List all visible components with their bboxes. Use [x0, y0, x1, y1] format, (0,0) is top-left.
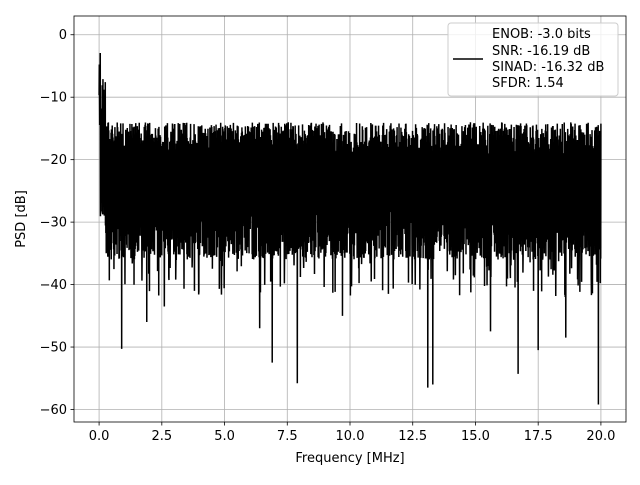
plot-area [98, 52, 602, 405]
y-tick-label: −10 [40, 91, 67, 106]
y-tick-label: −50 [40, 341, 67, 356]
legend: ENOB: -3.0 bits SNR: -16.19 dB SINAD: -1… [447, 22, 619, 97]
legend-sfdr-text: SFDR: 1.54 [492, 76, 564, 91]
x-tick-label: 2.5 [151, 429, 172, 444]
y-tick-label: −30 [40, 216, 67, 231]
y-axis-label: PSD [dB] [14, 190, 29, 248]
legend-box [447, 22, 619, 97]
psd-series-line [98, 52, 602, 405]
y-axis: 0 −10 −20 −30 −40 −50 −60 [40, 28, 74, 418]
x-tick-label: 7.5 [277, 429, 298, 444]
x-tick-label: 10.0 [336, 429, 365, 444]
y-tick-label: 0 [59, 28, 67, 43]
legend-enob-text: ENOB: -3.0 bits [492, 27, 591, 42]
x-tick-label: 15.0 [461, 429, 490, 444]
x-tick-label: 17.5 [524, 429, 553, 444]
x-tick-label: 5.0 [214, 429, 235, 444]
x-tick-label: 20.0 [586, 429, 615, 444]
x-axis-label: Frequency [MHz] [295, 451, 404, 466]
legend-sinad-text: SINAD: -16.32 dB [492, 60, 604, 75]
y-tick-label: −40 [40, 278, 67, 293]
x-axis: 0.0 2.5 5.0 7.5 10.0 12.5 15.0 17.5 20.0 [89, 422, 615, 444]
legend-snr-text: SNR: -16.19 dB [492, 44, 590, 59]
y-tick-label: −60 [40, 403, 67, 418]
y-tick-label: −20 [40, 153, 67, 168]
x-tick-label: 12.5 [398, 429, 427, 444]
x-tick-label: 0.0 [89, 429, 110, 444]
